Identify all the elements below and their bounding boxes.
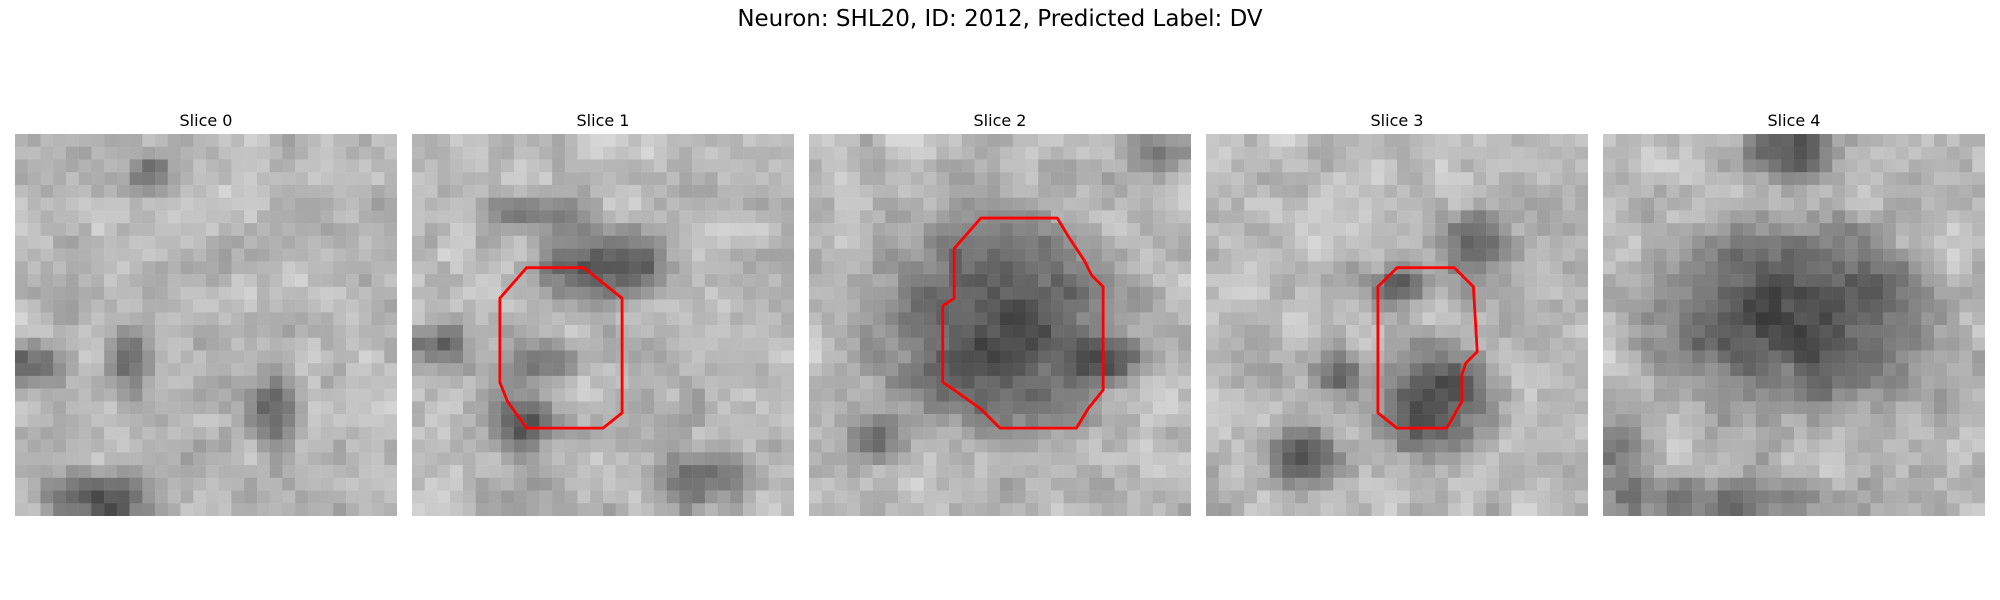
slice-panel-4: Slice 4 [1603,108,1985,516]
slice-image-4 [1603,134,1985,516]
slice-panel-1: Slice 1 [412,108,794,516]
slice-title-0: Slice 0 [179,111,233,130]
slice-panel-3: Slice 3 [1206,108,1588,516]
slice-image-0 [15,134,397,516]
slice-title-2: Slice 2 [973,111,1027,130]
slice-title-1: Slice 1 [576,111,630,130]
figure-title: Neuron: SHL20, ID: 2012, Predicted Label… [737,6,1263,32]
cell-contour-3 [1376,266,1479,430]
cell-contour-2 [941,216,1105,430]
slice-panel-0: Slice 0 [15,108,397,516]
slice-title-3: Slice 3 [1370,111,1424,130]
slice-panel-2: Slice 2 [809,108,1191,516]
slice-image-2 [809,134,1191,516]
cell-contour-1 [498,266,624,430]
slice-title-4: Slice 4 [1767,111,1821,130]
slice-image-3 [1206,134,1588,516]
slice-image-1 [412,134,794,516]
